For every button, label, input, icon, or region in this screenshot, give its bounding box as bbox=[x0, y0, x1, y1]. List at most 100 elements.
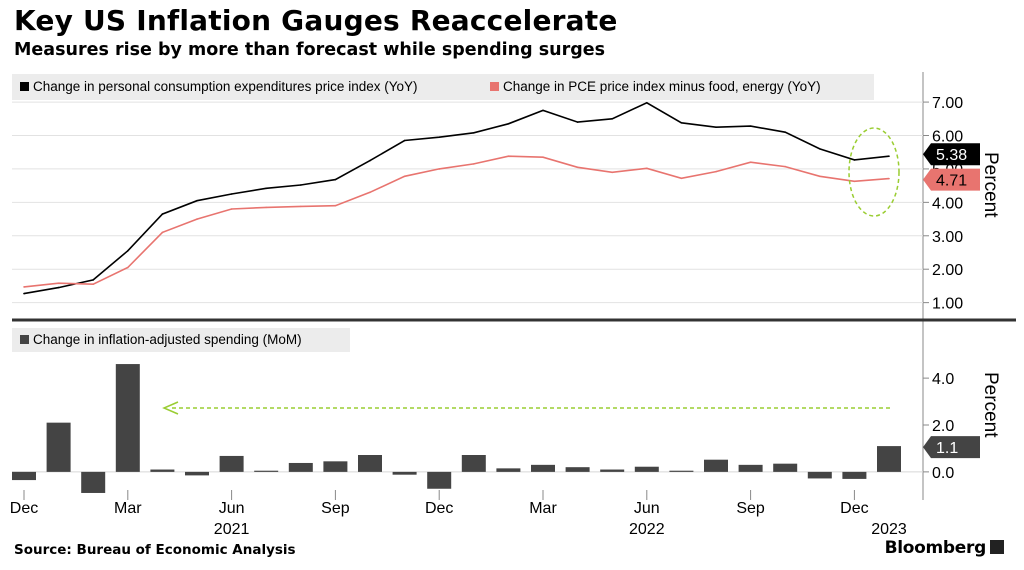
spending-bar bbox=[807, 471, 832, 479]
core-pce-line-point bbox=[542, 156, 544, 159]
x-year-label: 2021 bbox=[214, 521, 250, 538]
pce-line-point bbox=[507, 123, 510, 125]
spending-bar bbox=[496, 468, 521, 472]
x-year-label: 2022 bbox=[629, 521, 665, 538]
pce-line-point bbox=[23, 292, 25, 295]
spending-bar bbox=[219, 455, 244, 472]
pce-line-point bbox=[127, 250, 129, 252]
spending-bar bbox=[565, 467, 590, 472]
pce-line-point bbox=[438, 136, 441, 138]
spending-bar bbox=[12, 471, 36, 481]
core-pce-line-point bbox=[265, 206, 268, 209]
core-pce-line-point bbox=[196, 218, 198, 220]
core-pce-line-point bbox=[473, 163, 475, 165]
spending-bar bbox=[634, 466, 659, 472]
brand-logo: Bloomberg bbox=[885, 538, 1004, 558]
spending-bar bbox=[323, 461, 348, 472]
core-pce-line bbox=[23, 155, 890, 288]
core-end-label: 4.71 bbox=[923, 168, 980, 191]
chart-subtitle: Measures rise by more than forecast whil… bbox=[14, 40, 606, 60]
spending-bar bbox=[115, 364, 140, 472]
spending-end-label: 1.1 bbox=[923, 436, 980, 459]
core-pce-line-point bbox=[507, 155, 510, 158]
pce-line-point bbox=[369, 159, 371, 162]
core-pce-line-point bbox=[403, 175, 406, 178]
pce-end-label-bg bbox=[923, 143, 980, 166]
core-end-label-text: 4.71 bbox=[936, 173, 967, 190]
x-year-label: 2023 bbox=[871, 521, 907, 538]
pce-line-point bbox=[576, 121, 579, 123]
pce-line-point bbox=[92, 279, 94, 281]
x-tick-label: Mar bbox=[529, 500, 557, 517]
spending-bar bbox=[461, 455, 486, 472]
core-pce-line-point bbox=[438, 168, 441, 170]
pce-line-point bbox=[334, 178, 337, 181]
legend-swatch-spending bbox=[20, 335, 29, 344]
core-end-label-bg bbox=[923, 168, 980, 191]
pce-line-point bbox=[403, 139, 406, 142]
core-pce-line-point bbox=[646, 167, 648, 170]
top-tick-label: 4.00 bbox=[932, 195, 963, 212]
spending-bar bbox=[81, 471, 106, 493]
bottom-tick-label: 0.0 bbox=[932, 465, 954, 482]
spending-bar bbox=[427, 471, 452, 489]
x-tick-label: Jun bbox=[219, 500, 245, 517]
pce-line-point bbox=[646, 101, 648, 104]
spending-bar bbox=[531, 464, 555, 472]
spending-end-label-text: 1.1 bbox=[936, 440, 958, 457]
core-pce-line-point bbox=[680, 177, 683, 180]
spending-bar bbox=[358, 455, 382, 472]
legend-label-spending: Change in inflation-adjusted spending (M… bbox=[33, 332, 302, 347]
pce-end-label-text: 5.38 bbox=[936, 147, 967, 164]
pce-line-point bbox=[230, 193, 233, 195]
legend-swatch-core bbox=[490, 82, 499, 91]
legend-label-pce: Change in personal consumption expenditu… bbox=[33, 79, 418, 94]
spending-bar bbox=[704, 459, 728, 472]
bottom-legend-bg bbox=[12, 328, 350, 352]
pce-line-point bbox=[888, 155, 890, 158]
spending-bar bbox=[773, 463, 798, 472]
spending-end-label-bg bbox=[923, 436, 980, 459]
highlight-arrowhead bbox=[162, 401, 179, 415]
pce-line-point bbox=[196, 199, 198, 202]
core-pce-line-point bbox=[611, 171, 613, 174]
top-tick-label: 1.00 bbox=[932, 296, 963, 313]
core-pce-line-point bbox=[784, 165, 786, 168]
pce-line-point bbox=[300, 184, 302, 186]
pce-line-point bbox=[749, 125, 752, 127]
brand-mark-icon bbox=[990, 540, 1004, 554]
core-pce-line-point bbox=[819, 175, 821, 178]
pce-line-point bbox=[473, 132, 475, 134]
pce-line-point bbox=[680, 122, 683, 124]
spending-bar bbox=[150, 469, 175, 472]
pce-line-point bbox=[542, 109, 544, 112]
pce-line-point bbox=[161, 213, 164, 215]
x-tick-label: Dec bbox=[10, 500, 38, 517]
x-tick-label: Dec bbox=[425, 500, 453, 517]
core-pce-line-point bbox=[230, 208, 233, 210]
top-tick-label: 2.00 bbox=[932, 262, 963, 279]
top-ylabel: Percent bbox=[980, 152, 1001, 218]
pce-line-point bbox=[853, 159, 856, 161]
spending-bar bbox=[288, 462, 313, 472]
spending-bar bbox=[254, 470, 279, 472]
legend-label-core: Change in PCE price index minus food, en… bbox=[503, 79, 821, 94]
bottom-ylabel: Percent bbox=[980, 372, 1001, 438]
core-pce-line-point bbox=[369, 191, 371, 194]
x-tick-label: Sep bbox=[736, 500, 765, 517]
core-pce-line-point bbox=[749, 161, 752, 164]
bottom-tick-label: 4.0 bbox=[932, 371, 954, 388]
chart-title: Key US Inflation Gauges Reaccelerate bbox=[14, 4, 618, 37]
core-pce-line-point bbox=[23, 286, 25, 288]
spending-bar bbox=[600, 469, 625, 472]
spending-bar bbox=[669, 470, 694, 472]
pce-line-point bbox=[57, 286, 60, 289]
spending-bar bbox=[842, 471, 867, 479]
spending-bar bbox=[392, 471, 417, 475]
x-tick-label: Jun bbox=[634, 500, 660, 517]
bottom-tick-label: 2.0 bbox=[932, 418, 954, 435]
pce-line bbox=[23, 101, 890, 295]
x-tick-label: Mar bbox=[114, 500, 142, 517]
core-pce-line-point bbox=[300, 205, 302, 208]
